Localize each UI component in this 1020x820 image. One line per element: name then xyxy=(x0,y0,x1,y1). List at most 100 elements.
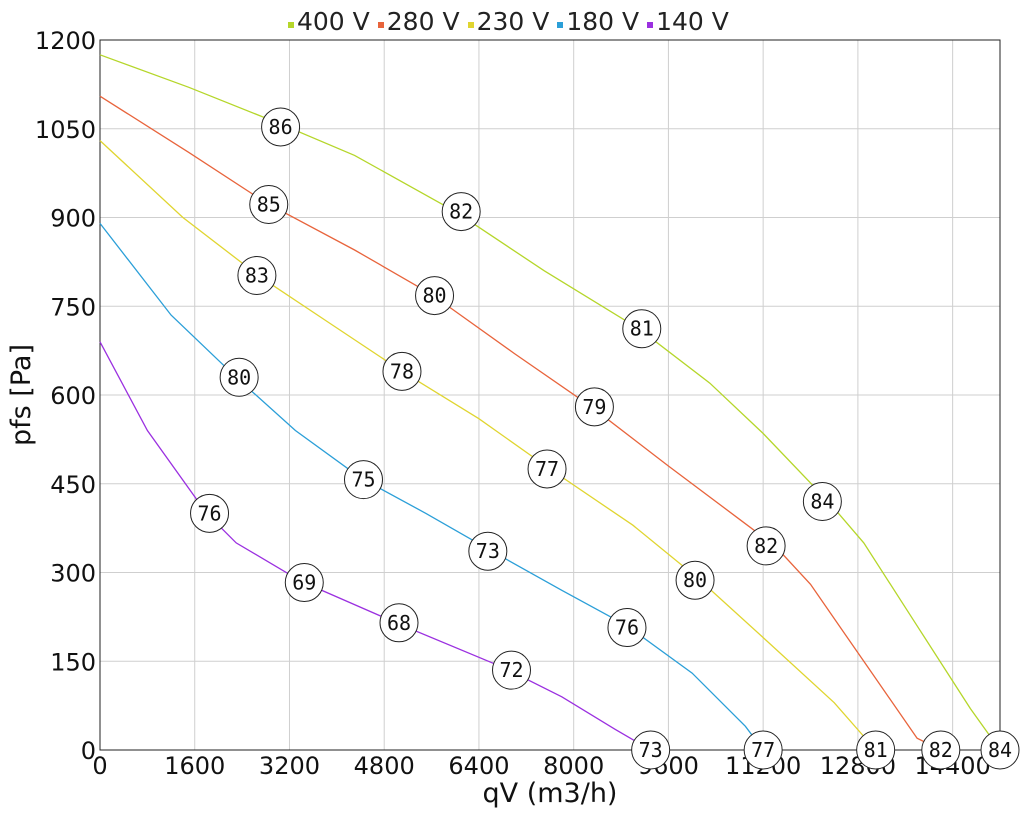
efficiency-marker-label: 82 xyxy=(449,200,473,224)
efficiency-marker: 73 xyxy=(468,531,508,571)
legend-item-180v[interactable]: 180 V xyxy=(557,7,639,36)
efficiency-marker-label: 76 xyxy=(615,616,639,640)
efficiency-marker-circle xyxy=(802,482,842,521)
efficiency-marker-label: 77 xyxy=(535,457,559,481)
efficiency-marker: 78 xyxy=(382,351,422,391)
efficiency-marker-label: 68 xyxy=(387,611,411,635)
efficiency-marker: 82 xyxy=(441,192,481,232)
efficiency-marker-label: 73 xyxy=(639,738,663,762)
efficiency-marker-label: 81 xyxy=(864,738,888,762)
efficiency-marker-circle xyxy=(746,526,786,566)
efficiency-marker: 73 xyxy=(631,730,671,770)
efficiency-marker-circle xyxy=(343,460,383,500)
efficiency-marker-label: 79 xyxy=(582,395,606,419)
efficiency-marker-circle xyxy=(921,730,961,770)
y-axis-ticks: 0 150 300 450 600 750 900 1050 1200 xyxy=(35,27,96,765)
efficiency-marker-label: 72 xyxy=(499,658,523,682)
y-axis-title: pfs [Pa] xyxy=(6,344,37,446)
efficiency-marker: 80 xyxy=(415,276,455,316)
efficiency-marker-circle xyxy=(631,730,671,770)
legend-item-230v[interactable]: 230 V xyxy=(467,6,550,36)
efficiency-marker-label: 82 xyxy=(929,738,953,762)
efficiency-marker-label: 77 xyxy=(751,738,775,762)
efficiency-marker-label: 84 xyxy=(810,490,834,514)
efficiency-marker-label: 85 xyxy=(257,192,281,216)
efficiency-marker-circle xyxy=(492,650,532,690)
efficiency-marker-circle xyxy=(249,184,289,224)
efficiency-marker-circle xyxy=(190,493,230,533)
y-tick-label: 300 xyxy=(50,560,96,588)
efficiency-marker-circle xyxy=(219,357,259,397)
efficiency-marker-label: 83 xyxy=(245,263,269,287)
efficiency-marker-label: 86 xyxy=(269,115,293,139)
x-tick-label: 8000 xyxy=(543,752,604,780)
efficiency-marker-circle xyxy=(441,192,481,232)
legend-label-400v: 400 V xyxy=(297,6,370,36)
legend-swatch-140v xyxy=(647,22,654,28)
efficiency-marker: 79 xyxy=(574,387,614,427)
efficiency-marker: 76 xyxy=(607,608,647,648)
y-tick-label: 450 xyxy=(50,471,96,499)
efficiency-marker: 80 xyxy=(675,560,715,600)
efficiency-marker: 84 xyxy=(802,482,842,521)
legend-label-180v: 180 V xyxy=(566,6,640,36)
efficiency-marker-label: 78 xyxy=(390,359,414,383)
x-axis-ticks: 0160032004800640080009600112001280014400 xyxy=(92,752,990,780)
efficiency-marker-label: 80 xyxy=(422,284,446,308)
efficiency-marker-circle xyxy=(856,730,896,770)
legend-swatch-180v xyxy=(557,22,564,28)
y-tick-label: 0 xyxy=(81,737,96,765)
legend-label-230v: 230 V xyxy=(476,6,550,36)
efficiency-marker: 85 xyxy=(249,184,289,224)
legend-item-400v[interactable]: 400 V xyxy=(288,7,370,36)
efficiency-marker-circle xyxy=(284,563,324,603)
efficiency-marker-label: 82 xyxy=(754,534,778,558)
efficiency-marker: 76 xyxy=(190,493,230,533)
efficiency-marker: 82 xyxy=(921,730,961,770)
x-axis-title: qV (m3/h) xyxy=(483,778,618,809)
series-line-1 xyxy=(99,95,942,751)
y-tick-label: 900 xyxy=(50,205,96,233)
efficiency-marker-label: 75 xyxy=(351,468,375,492)
series-line-2 xyxy=(99,140,877,751)
legend-item-280v[interactable]: 280 V xyxy=(377,7,460,36)
legend-item-140v[interactable]: 140 V xyxy=(647,7,729,36)
y-tick-label: 150 xyxy=(50,648,96,676)
efficiency-marker-circle xyxy=(379,603,419,643)
efficiency-marker-label: 84 xyxy=(988,738,1012,762)
efficiency-marker: 77 xyxy=(527,449,567,489)
y-tick-label: 750 xyxy=(50,293,96,321)
efficiency-marker-circle xyxy=(261,107,301,147)
efficiency-marker-circle xyxy=(607,608,647,648)
legend-swatch-280v xyxy=(377,22,384,28)
efficiency-marker-circle xyxy=(622,309,662,349)
series-markers: 86 82 81 84 84 85 80 79 82 82 83 78 77 80 81 80 75 73 76 77… xyxy=(190,107,1020,770)
efficiency-marker: 75 xyxy=(343,460,383,500)
efficiency-marker: 82 xyxy=(746,526,786,566)
x-tick-label: 1600 xyxy=(164,752,225,780)
efficiency-marker: 68 xyxy=(379,603,419,643)
efficiency-marker: 83 xyxy=(237,255,277,295)
efficiency-marker-label: 76 xyxy=(197,501,221,525)
series-line-0 xyxy=(99,54,1001,751)
efficiency-marker-label: 80 xyxy=(227,365,251,389)
series-lines xyxy=(99,54,1001,751)
efficiency-marker-label: 81 xyxy=(630,317,654,341)
efficiency-marker: 69 xyxy=(284,563,324,603)
efficiency-marker-circle xyxy=(675,560,715,600)
chart-legend: 400 V 280 V 230 V 180 V 140 V xyxy=(288,6,729,36)
plot-frame xyxy=(99,39,1001,751)
efficiency-marker-circle xyxy=(980,730,1020,770)
legend-swatch-400v xyxy=(288,22,294,28)
efficiency-marker-circle xyxy=(527,449,567,489)
legend-swatch-230v xyxy=(467,22,474,28)
x-tick-label: 6400 xyxy=(448,752,509,780)
efficiency-marker: 86 xyxy=(261,107,301,147)
efficiency-marker: 81 xyxy=(856,730,896,770)
efficiency-marker-label: 69 xyxy=(292,571,316,595)
efficiency-marker: 77 xyxy=(743,730,783,770)
efficiency-marker: 84 xyxy=(980,730,1020,770)
x-tick-label: 3200 xyxy=(259,752,320,780)
series-line-4 xyxy=(99,341,652,751)
